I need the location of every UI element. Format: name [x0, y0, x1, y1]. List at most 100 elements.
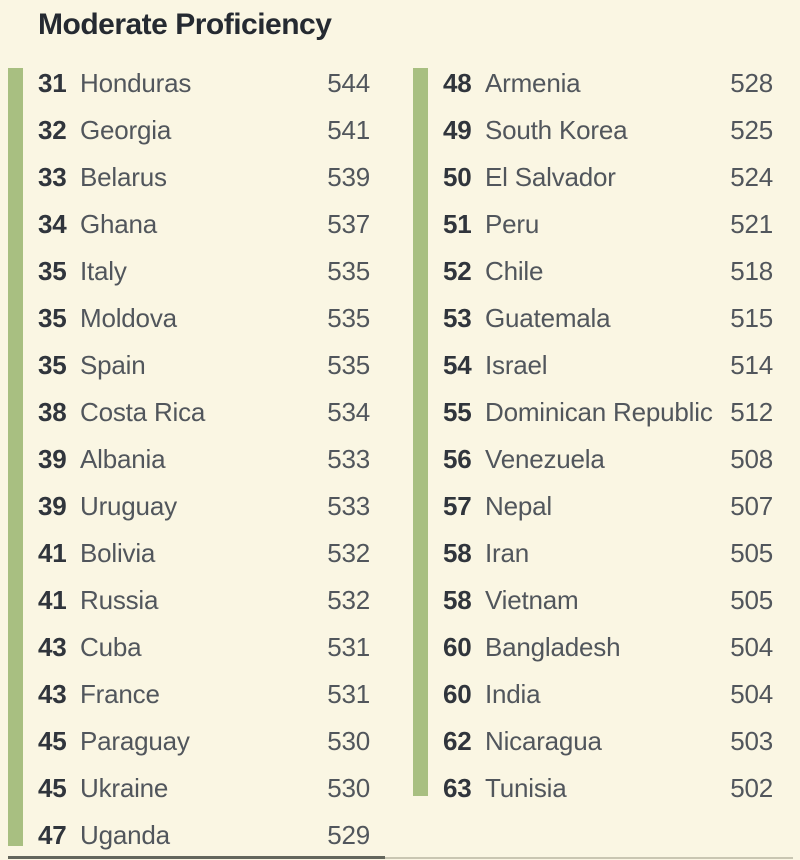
- ranking-row: 54 Israel 514: [443, 342, 773, 389]
- score: 537: [327, 209, 370, 239]
- country-name: Tunisia: [485, 773, 567, 803]
- ranking-row: 48 Armenia 528: [443, 60, 773, 107]
- country-name: Dominican Republic: [485, 397, 713, 427]
- rank: 39: [38, 491, 67, 521]
- country-name: Nicaragua: [485, 726, 602, 756]
- rank: 50: [443, 162, 472, 192]
- rank: 35: [38, 303, 67, 333]
- rank: 45: [38, 726, 67, 756]
- country-name: Venezuela: [485, 444, 605, 474]
- rank: 38: [38, 397, 67, 427]
- score: 541: [327, 115, 370, 145]
- country-name: El Salvador: [485, 162, 616, 192]
- rank: 53: [443, 303, 472, 333]
- ranking-column-right: 48 Armenia 528 49 South Korea 525 50 El Salvado…: [413, 60, 773, 812]
- ranking-row: 39 Albania 533: [38, 436, 370, 483]
- rank: 60: [443, 679, 472, 709]
- country-name: Israel: [485, 350, 548, 380]
- country-name: Bangladesh: [485, 632, 621, 662]
- score: 535: [327, 256, 370, 286]
- score: 502: [730, 773, 773, 803]
- country-name: Cuba: [80, 632, 142, 662]
- score: 532: [327, 585, 370, 615]
- ranking-row: 58 Iran 505: [443, 530, 773, 577]
- score: 508: [730, 444, 773, 474]
- country-name: Vietnam: [485, 585, 579, 615]
- ranking-row: 43 France 531: [38, 671, 370, 718]
- score: 521: [730, 209, 773, 239]
- score: 525: [730, 115, 773, 145]
- ranking-row: 53 Guatemala 515: [443, 295, 773, 342]
- ranking-rows-left: 31 Honduras 544 32 Georgia 541 33 Belarus 539 34 G…: [38, 60, 370, 859]
- ranking-row: 49 South Korea 525: [443, 107, 773, 154]
- ranking-row: 58 Vietnam 505: [443, 577, 773, 624]
- country-name: Italy: [80, 256, 127, 286]
- ranking-row: 31 Honduras 544: [38, 60, 370, 107]
- ranking-row: 62 Nicaragua 503: [443, 718, 773, 765]
- country-name: France: [80, 679, 160, 709]
- country-name: Paraguay: [80, 726, 190, 756]
- country-name: Russia: [80, 585, 159, 615]
- rank: 32: [38, 115, 67, 145]
- score: 529: [327, 820, 370, 850]
- score: 504: [730, 632, 773, 662]
- ranking-row: 45 Paraguay 530: [38, 718, 370, 765]
- ranking-row: 34 Ghana 537: [38, 201, 370, 248]
- rank: 41: [38, 585, 67, 615]
- rank: 33: [38, 162, 67, 192]
- rank: 63: [443, 773, 472, 803]
- rank: 54: [443, 350, 472, 380]
- score: 535: [327, 350, 370, 380]
- score: 505: [730, 538, 773, 568]
- country-name: Uruguay: [80, 491, 177, 521]
- country-name: Nepal: [485, 491, 552, 521]
- ranking-row: 35 Italy 535: [38, 248, 370, 295]
- rank: 43: [38, 632, 67, 662]
- country-name: Chile: [485, 256, 544, 286]
- country-name: India: [485, 679, 541, 709]
- cutoff-next-section-line-faint: [385, 857, 793, 859]
- country-name: Armenia: [485, 68, 581, 98]
- ranking-row: 60 Bangladesh 504: [443, 624, 773, 671]
- score: 504: [730, 679, 773, 709]
- country-name: Guatemala: [485, 303, 611, 333]
- ranking-row: 50 El Salvador 524: [443, 154, 773, 201]
- ranking-rows-right: 48 Armenia 528 49 South Korea 525 50 El Salvado…: [443, 60, 773, 812]
- rank: 57: [443, 491, 472, 521]
- rank: 41: [38, 538, 67, 568]
- country-name: Honduras: [80, 68, 192, 98]
- country-name: Costa Rica: [80, 397, 206, 427]
- ranking-row: 41 Russia 532: [38, 577, 370, 624]
- ranking-row: 39 Uruguay 533: [38, 483, 370, 530]
- ranking-row: 35 Moldova 535: [38, 295, 370, 342]
- score: 544: [327, 68, 370, 98]
- score: 530: [327, 726, 370, 756]
- country-name: Ukraine: [80, 773, 169, 803]
- ranking-row: 33 Belarus 539: [38, 154, 370, 201]
- proficiency-band-bar-right: [413, 68, 428, 796]
- score: 503: [730, 726, 773, 756]
- ranking-row: 57 Nepal 507: [443, 483, 773, 530]
- country-name: Ghana: [80, 209, 158, 239]
- proficiency-band-bar-left: [8, 68, 23, 846]
- cutoff-next-section-line: [8, 856, 385, 859]
- ranking-row: 45 Ukraine 530: [38, 765, 370, 812]
- rank: 34: [38, 209, 67, 239]
- score: 535: [327, 303, 370, 333]
- country-name: Uganda: [80, 820, 170, 850]
- ranking-row: 47 Uganda 529: [38, 812, 370, 859]
- rank: 39: [38, 444, 67, 474]
- ranking-row: 38 Costa Rica 534: [38, 389, 370, 436]
- ranking-column-left: 31 Honduras 544 32 Georgia 541 33 Belarus 539 34 G…: [8, 60, 370, 859]
- rank: 56: [443, 444, 472, 474]
- country-name: Iran: [485, 538, 530, 568]
- ranking-row: 55 Dominican Republic 512: [443, 389, 773, 436]
- score: 515: [730, 303, 773, 333]
- score: 532: [327, 538, 370, 568]
- rank: 45: [38, 773, 67, 803]
- rank: 35: [38, 350, 67, 380]
- ranking-row: 51 Peru 521: [443, 201, 773, 248]
- score: 524: [730, 162, 773, 192]
- country-name: Bolivia: [80, 538, 156, 568]
